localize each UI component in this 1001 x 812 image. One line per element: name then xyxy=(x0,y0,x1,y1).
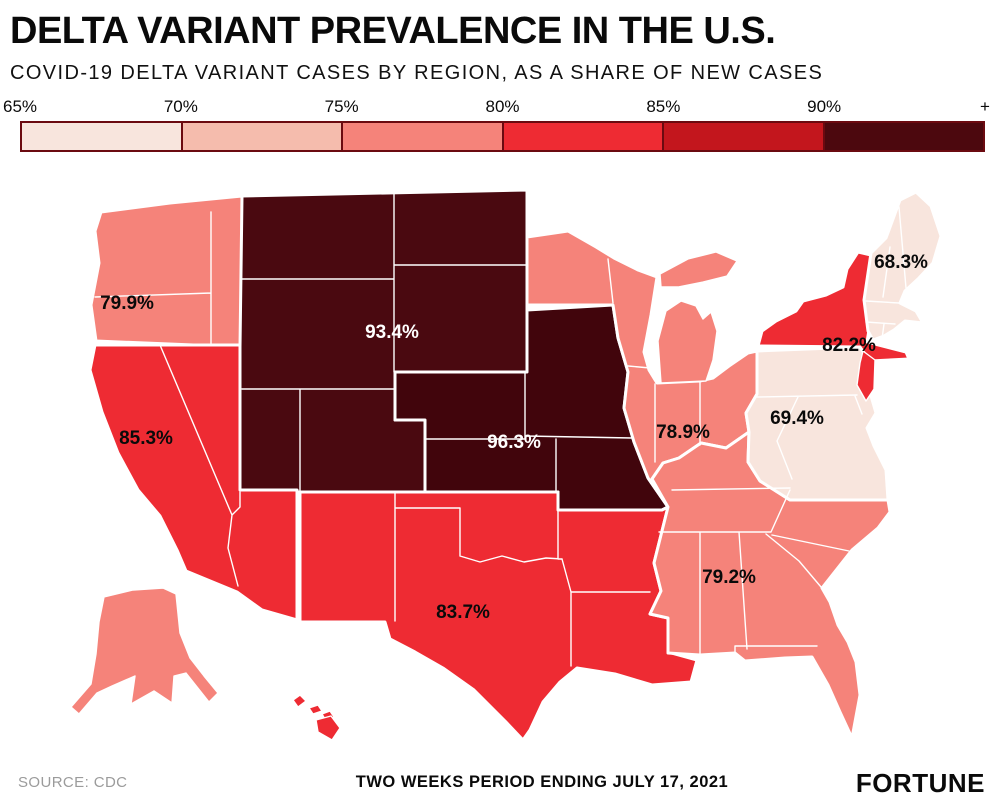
header: DELTA VARIANT PREVALENCE IN THE U.S. COV… xyxy=(0,0,1001,85)
value-label-great-lakes: 78.9% xyxy=(656,422,710,443)
legend-tick-65: 65% xyxy=(2,96,38,116)
legend-tick-row: 65% 70% 75% 80% 85% 90% + xyxy=(3,96,990,121)
color-scale-legend: 65% 70% 75% 80% 85% 90% + xyxy=(3,96,990,152)
legend-tick-80: 80% xyxy=(485,96,520,116)
legend-tick-70: 70% xyxy=(163,96,198,116)
value-label-central-plains: 96.3% xyxy=(487,432,541,453)
legend-segment-85-90 xyxy=(664,122,825,150)
legend-segment-90-plus xyxy=(824,122,983,150)
map-regions xyxy=(70,188,943,742)
period-label: TWO WEEKS PERIOD ENDING JULY 17, 2021 xyxy=(355,773,729,791)
value-label-new-england: 68.3% xyxy=(874,252,928,273)
value-label-mid-atlantic: 69.4% xyxy=(770,408,824,429)
fortune-logo: FORTUNE xyxy=(855,768,985,798)
legend-tick-plus: + xyxy=(980,96,990,116)
region-new-england-shape xyxy=(862,190,943,342)
region-michigan-mitten-shape xyxy=(657,300,718,384)
region-hawaii-island-4-shape xyxy=(315,715,341,741)
footer: SOURCE: CDC TWO WEEKS PERIOD ENDING JULY… xyxy=(0,766,1001,806)
source-label: SOURCE: CDC xyxy=(18,774,128,791)
region-hawaii-island-1-shape xyxy=(292,694,307,708)
legend-segment-65-70 xyxy=(22,122,183,150)
region-new-york-shape xyxy=(756,250,911,363)
legend-tick-90: 90% xyxy=(807,96,842,116)
value-label-southeast: 79.2% xyxy=(702,567,756,588)
region-alaska-shape xyxy=(70,587,219,715)
region-michigan-upper-peninsula-shape xyxy=(659,251,738,288)
legend-color-bar xyxy=(20,120,985,152)
legend-tick-75: 75% xyxy=(324,96,359,116)
legend-segment-75-80 xyxy=(343,122,504,150)
legend-tick-85: 85% xyxy=(646,96,681,116)
region-southeast-shape xyxy=(648,430,892,740)
legend-segment-80-85 xyxy=(503,122,664,150)
region-pacific-southwest-shape xyxy=(88,343,299,622)
legend-segment-70-75 xyxy=(182,122,343,150)
page-subtitle: COVID-19 DELTA VARIANT CASES BY REGION, … xyxy=(10,61,824,84)
value-label-northwest: 79.9% xyxy=(100,293,154,314)
region-northwest-shape xyxy=(89,194,244,349)
state-border-lines xyxy=(94,190,907,667)
value-label-mountain-west: 93.4% xyxy=(365,322,419,343)
value-label-south-central: 83.7% xyxy=(436,602,490,623)
region-hawaii-island-2-shape xyxy=(308,704,323,715)
page-title: DELTA VARIANT PREVALENCE IN THE U.S. xyxy=(10,10,776,52)
region-south-central-shape xyxy=(298,490,699,742)
value-label-new-york-new-jersey: 82.2% xyxy=(822,335,876,356)
region-new-jersey-shape xyxy=(856,350,876,402)
map-value-labels: 79.9% 93.4% 96.3% 83.7% 85.3% 78.9% 79.2… xyxy=(100,252,928,623)
value-label-pacific-southwest: 85.3% xyxy=(119,428,173,449)
